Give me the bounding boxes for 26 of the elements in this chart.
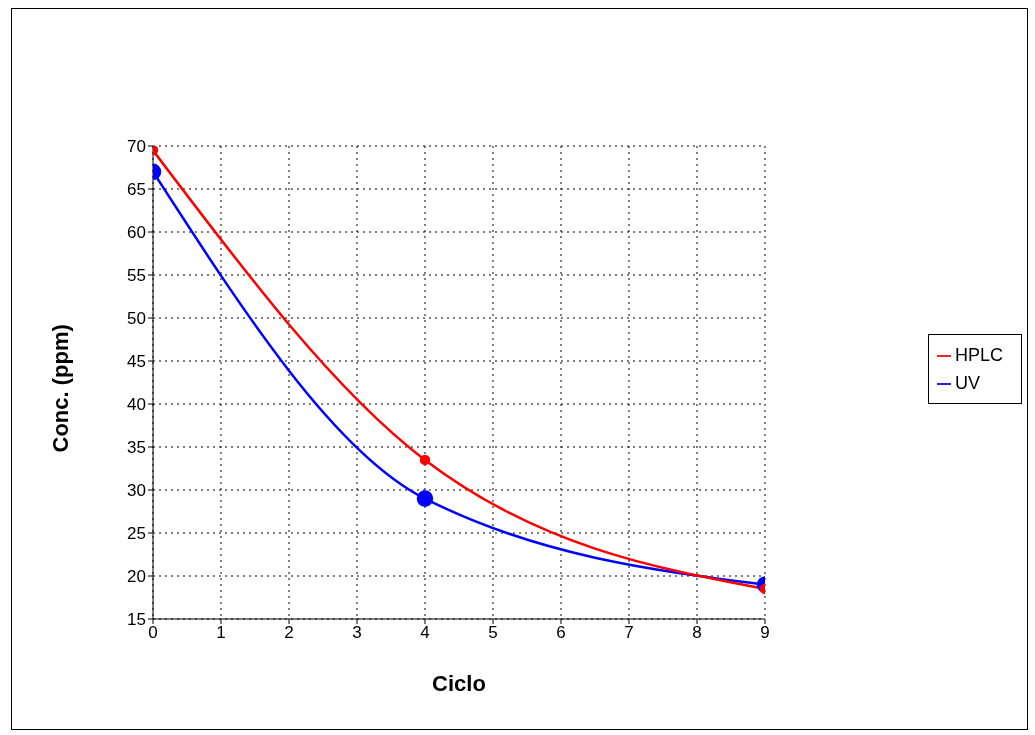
x-tick-label: 0 <box>148 623 158 643</box>
x-tick-label: 6 <box>556 623 566 643</box>
x-tick-label: 2 <box>284 623 294 643</box>
x-axis-title: Ciclo <box>432 671 486 696</box>
y-tick-label: 25 <box>127 524 146 544</box>
x-tick-label: 7 <box>624 623 634 643</box>
legend-label: UV <box>954 373 980 393</box>
y-tick-label: 30 <box>127 481 146 501</box>
x-tick-label: 8 <box>692 623 702 643</box>
x-tick-label: 5 <box>488 623 498 643</box>
y-tick-label: 40 <box>127 395 146 415</box>
y-tick-label: 50 <box>127 309 146 329</box>
y-tick-label: 70 <box>127 137 146 157</box>
x-tick-label: 1 <box>216 623 226 643</box>
legend-label: HPLC <box>954 345 1003 365</box>
y-axis-title: Conc. (ppm) <box>47 324 73 453</box>
x-tick-label: 4 <box>420 623 430 643</box>
y-tick-label: 20 <box>127 567 146 587</box>
y-tick-label: 35 <box>127 438 146 458</box>
y-tick-label: 15 <box>127 610 146 630</box>
y-tick-label: 65 <box>127 180 146 200</box>
y-tick-label: 55 <box>127 266 146 286</box>
x-tick-label: 9 <box>760 623 770 643</box>
y-tick-label: 45 <box>127 352 146 372</box>
y-tick-label: 60 <box>127 223 146 243</box>
x-tick-label: 3 <box>352 623 362 643</box>
